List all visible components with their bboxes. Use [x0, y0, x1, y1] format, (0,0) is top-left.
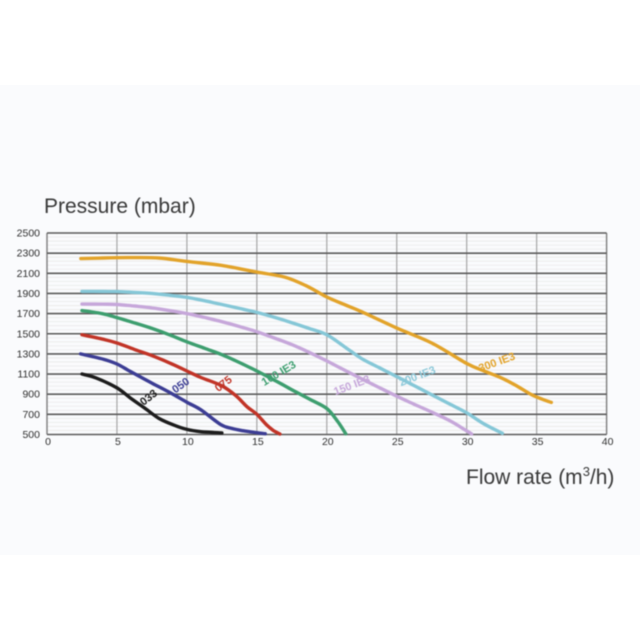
svg-text:1300: 1300	[17, 348, 41, 360]
svg-text:25: 25	[392, 436, 404, 448]
svg-text:20: 20	[322, 436, 334, 448]
svg-text:10: 10	[182, 436, 194, 448]
svg-text:500: 500	[22, 429, 40, 441]
svg-text:700: 700	[22, 409, 40, 421]
svg-text:15: 15	[252, 436, 264, 448]
svg-text:40: 40	[602, 436, 614, 448]
svg-text:30: 30	[462, 436, 474, 448]
svg-text:0: 0	[45, 436, 51, 448]
svg-text:200 IE3: 200 IE3	[398, 364, 438, 389]
svg-text:900: 900	[22, 389, 40, 401]
svg-text:1700: 1700	[17, 308, 41, 320]
svg-text:2500: 2500	[17, 228, 41, 240]
svg-text:2100: 2100	[17, 268, 41, 280]
svg-text:1900: 1900	[17, 288, 41, 300]
svg-text:1500: 1500	[17, 328, 41, 340]
svg-text:35: 35	[532, 436, 544, 448]
svg-text:1100: 1100	[17, 369, 40, 381]
svg-text:5: 5	[115, 436, 121, 448]
svg-text:2300: 2300	[17, 248, 41, 260]
